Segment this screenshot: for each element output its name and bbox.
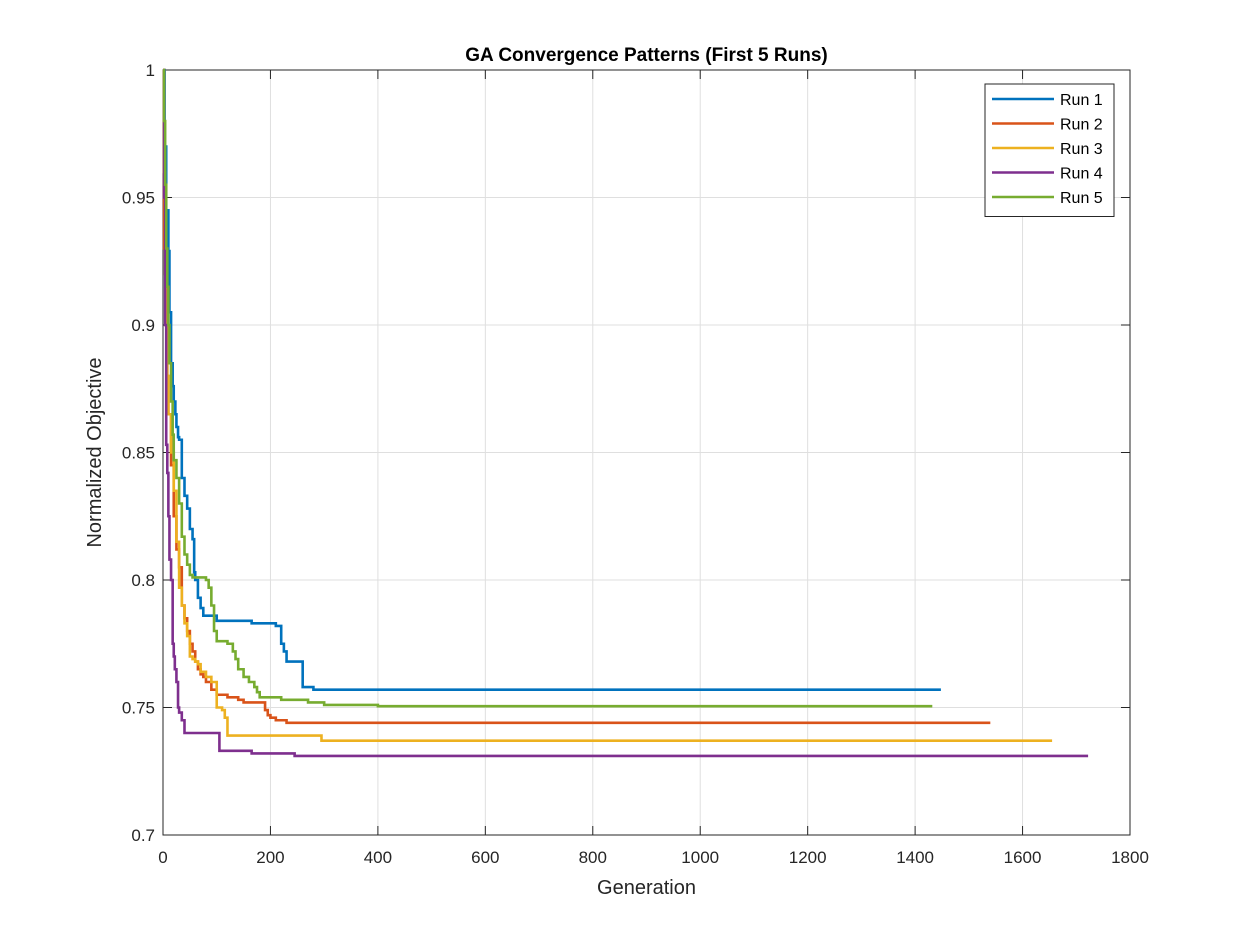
x-tick-label: 1800: [1111, 848, 1149, 867]
chart-title: GA Convergence Patterns (First 5 Runs): [465, 45, 827, 66]
series-line-run-3: [162, 68, 1053, 742]
y-tick-label: 1: [146, 61, 155, 80]
x-tick-label: 1200: [789, 848, 827, 867]
y-tick-label: 0.9: [131, 316, 155, 335]
series-line-run-5: [162, 68, 933, 708]
series-line-run-1: [163, 68, 941, 691]
y-tick-label: 0.95: [122, 189, 155, 208]
y-tick-label: 0.8: [131, 571, 155, 590]
x-tick-label: 600: [471, 848, 499, 867]
legend-label-run-4: Run 4: [1060, 166, 1103, 183]
x-tick-label: 200: [256, 848, 284, 867]
x-tick-label: 0: [158, 848, 167, 867]
legend-label-run-3: Run 3: [1060, 141, 1103, 158]
legend-box: [984, 83, 1115, 217]
y-tick-label: 0.85: [122, 444, 155, 463]
legend-label-run-5: Run 5: [1060, 190, 1103, 207]
x-tick-label: 800: [579, 848, 607, 867]
x-tick-label: 1000: [681, 848, 719, 867]
x-axis-label: Generation: [597, 877, 696, 899]
series-group: [162, 68, 1089, 758]
x-tick-label: 1400: [896, 848, 934, 867]
ticks: 0 200 400 600 800 1000 1200 1400 1600 1800 0.7 0.75…: [122, 61, 1149, 867]
y-tick-label: 0.7: [131, 826, 155, 845]
legend-label-run-1: Run 1: [1060, 92, 1103, 109]
legend-label-run-2: Run 2: [1060, 117, 1103, 134]
y-tick-label: 0.75: [122, 699, 155, 718]
y-axis-label: Normalized Objective: [84, 357, 106, 547]
legend: Run 1 Run 2 Run 3 Run 4 Run 5: [984, 83, 1115, 217]
x-tick-label: 400: [364, 848, 392, 867]
series-line-run-4: [162, 68, 1089, 758]
x-tick-label: 1600: [1004, 848, 1042, 867]
